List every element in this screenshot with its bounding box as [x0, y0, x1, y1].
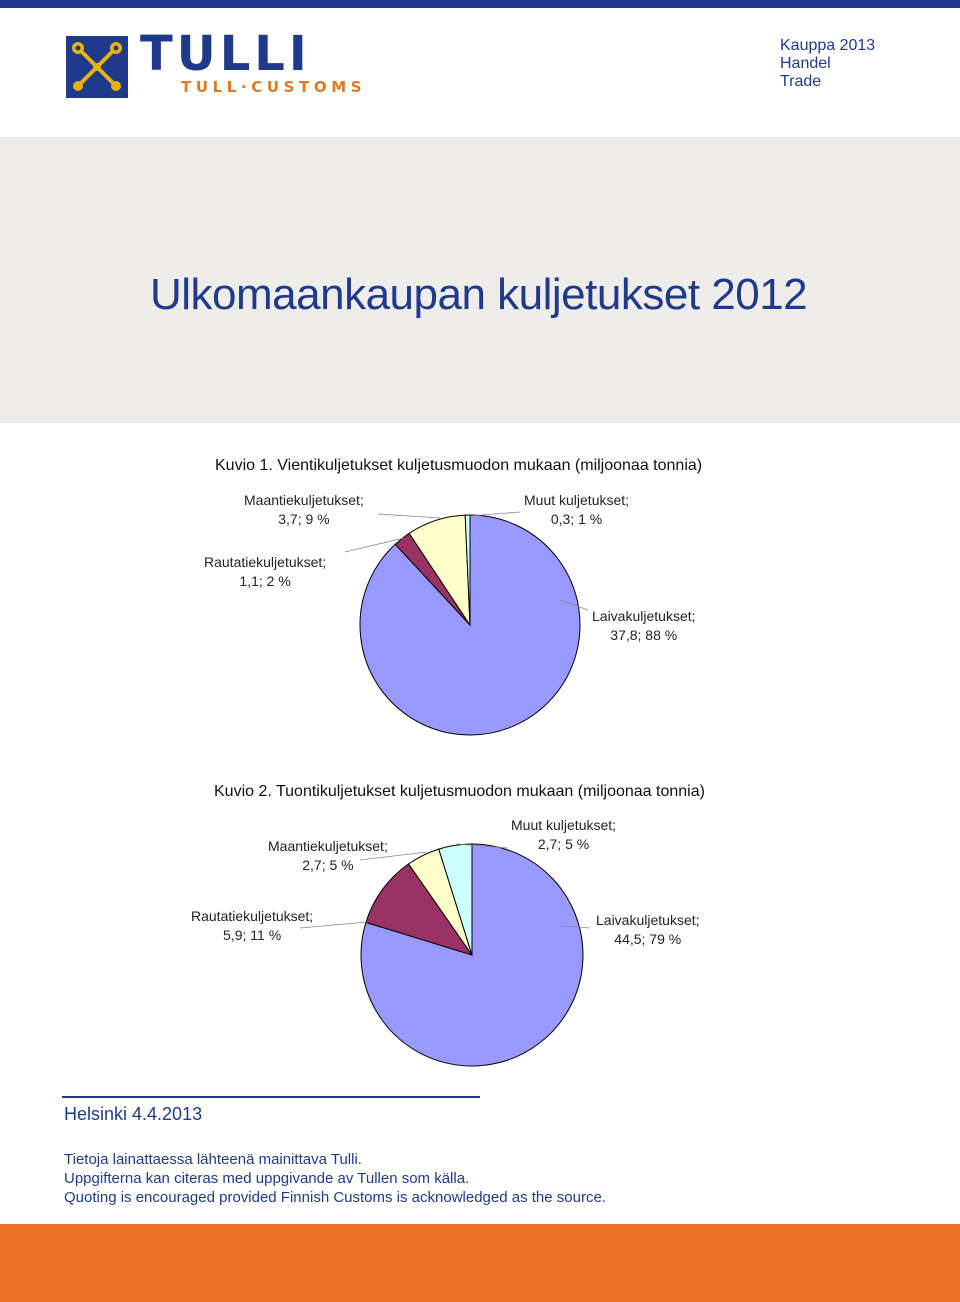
chart-2-pie: [299, 843, 591, 1067]
chart-1-label-other: Muut kuljetukset; 0,3; 1 %: [524, 491, 629, 529]
footer-line-sv: Uppgifterna kan citeras med uppgivande a…: [64, 1170, 470, 1187]
chart-2-leader-ship: [561, 925, 591, 929]
footer-line-en: Quoting is encouraged provided Finnish C…: [64, 1189, 606, 1206]
chart-2-label-other-value: 2,7; 5 %: [537, 836, 590, 852]
chart-1-pie: [344, 511, 589, 736]
chart-1-label-rail: Rautatiekuljetukset; 1,1; 2 %: [204, 553, 326, 591]
chart-1-leader-ship: [559, 599, 589, 611]
corner-line-1: Kauppa 2013: [780, 37, 876, 54]
chart-1-leader-road: [377, 513, 441, 519]
chart-2-label-rail-name: Rautatiekuljetukset;: [191, 908, 314, 924]
bottom-bar: [0, 1224, 960, 1302]
chart-1-label-road-value: 3,7; 9 %: [278, 511, 330, 527]
chart-2-slice-other: [438, 843, 473, 956]
chart-2-label-ship-name: Laivakuljetukset;: [596, 912, 700, 928]
chart-2-leader-road: [359, 851, 428, 861]
footer-line-fi: Tietoja lainattaessa lähteenä mainittava…: [64, 1151, 362, 1168]
chart-2-label-ship-value: 44,5; 79 %: [614, 931, 682, 947]
brand-subtitle: TULL·CUSTOMS: [181, 78, 367, 96]
chart-1-label-road: Maantiekuljetukset; 3,7; 9 %: [244, 491, 364, 529]
chart-2-label-road-value: 2,7; 5 %: [302, 857, 354, 873]
chart-2-label-rail-value: 5,9; 11 %: [223, 927, 282, 943]
customs-crossed-keys-icon: [66, 36, 128, 98]
chart-2-title: Kuvio 2. Tuontikuljetukset kuljetusmuodo…: [214, 783, 705, 800]
corner-line-3: Trade: [780, 73, 822, 90]
chart-1-label-road-name: Maantiekuljetukset;: [244, 492, 364, 508]
chart-1-slice-other: [464, 514, 471, 626]
brand-name: TULLI: [140, 26, 311, 82]
chart-2-label-rail: Rautatiekuljetukset; 5,9; 11 %: [191, 907, 313, 945]
footer-divider: [62, 1096, 480, 1098]
footer-notes: Tietoja lainattaessa lähteenä mainittava…: [64, 1150, 606, 1207]
chart-2-leader-rail: [299, 921, 368, 929]
chart-2-label-ship: Laivakuljetukset; 44,5; 79 %: [596, 911, 700, 949]
chart-2-slice-rail: [365, 863, 474, 956]
chart-2-label-road-name: Maantiekuljetukset;: [268, 838, 388, 854]
publication-date: Helsinki 4.4.2013: [64, 1104, 203, 1124]
chart-2-label-other: Muut kuljetukset; 2,7; 5 %: [511, 816, 616, 854]
chart-1-label-ship-name: Laivakuljetukset;: [592, 608, 696, 624]
chart-1-label-other-value: 0,3; 1 %: [550, 511, 603, 527]
page-title: Ulkomaankaupan kuljetukset 2012: [150, 270, 808, 319]
chart-2-leader-other: [456, 843, 509, 849]
chart-1-title: Kuvio 1. Vientikuljetukset kuljetusmuodo…: [215, 457, 703, 474]
corner-line-2: Handel: [780, 55, 831, 72]
chart-1-label-ship: Laivakuljetukset; 37,8; 88 %: [592, 607, 696, 645]
top-bar: [0, 0, 960, 8]
chart-1-leader-rail: [344, 537, 405, 553]
chart-1-leader-other: [468, 511, 521, 517]
chart-1-label-rail-name: Rautatiekuljetukset;: [204, 554, 327, 570]
hero-banner: [0, 137, 960, 423]
chart-1-label-other-name: Muut kuljetukset;: [524, 492, 630, 508]
chart-1-label-rail-value: 1,1; 2 %: [239, 573, 291, 589]
chart-2-label-road: Maantiekuljetukset; 2,7; 5 %: [268, 837, 388, 875]
chart-2-label-other-name: Muut kuljetukset;: [511, 817, 617, 833]
chart-1-label-ship-value: 37,8; 88 %: [610, 627, 678, 643]
publication-tag: Kauppa 2013 Handel Trade: [780, 37, 875, 91]
